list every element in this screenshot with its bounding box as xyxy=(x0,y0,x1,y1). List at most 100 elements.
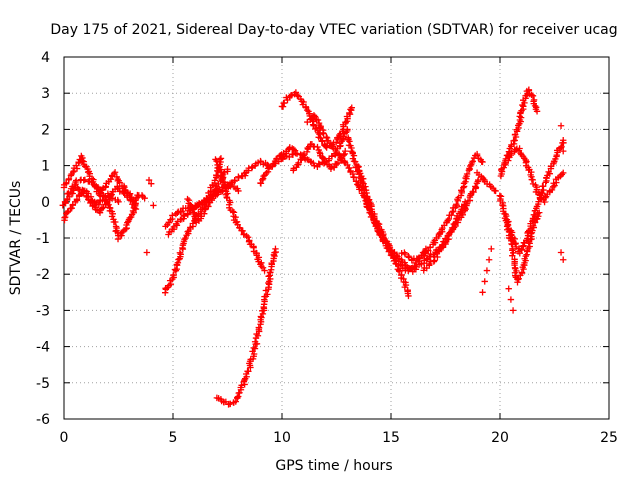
data-point xyxy=(232,398,239,405)
data-point xyxy=(341,158,348,166)
chart-title: Day 175 of 2021, Sidereal Day-to-day VTE… xyxy=(50,22,617,38)
data-point xyxy=(323,133,330,141)
data-point xyxy=(449,208,456,216)
data-point xyxy=(303,106,311,114)
data-point xyxy=(327,165,335,172)
data-point xyxy=(332,145,339,153)
data-point xyxy=(73,165,81,172)
data-point xyxy=(251,345,259,352)
data-point xyxy=(272,245,279,253)
data-point xyxy=(314,143,321,151)
x-tick-label: 5 xyxy=(169,430,178,446)
y-tick-label: -3 xyxy=(36,303,50,319)
data-point xyxy=(444,217,451,224)
data-point xyxy=(79,157,86,165)
data-point xyxy=(105,201,112,208)
data-point xyxy=(167,280,175,288)
data-point xyxy=(68,205,75,212)
data-point xyxy=(334,159,342,167)
data-point xyxy=(401,283,408,291)
data-point xyxy=(283,94,290,101)
data-point xyxy=(176,249,184,256)
data-point xyxy=(99,197,106,204)
data-point xyxy=(165,219,173,226)
data-point xyxy=(98,205,106,212)
data-point xyxy=(557,144,564,151)
data-point xyxy=(244,234,252,241)
y-tick-label: 4 xyxy=(41,50,50,66)
x-tick-label: 15 xyxy=(382,430,400,446)
data-point xyxy=(260,172,267,180)
data-point xyxy=(278,103,286,110)
data-point xyxy=(114,235,122,243)
data-point xyxy=(290,146,297,153)
data-point xyxy=(518,246,525,253)
data-point xyxy=(217,166,224,173)
data-point xyxy=(416,254,423,262)
data-point xyxy=(529,218,536,225)
data-point xyxy=(277,152,284,159)
data-point xyxy=(472,184,480,191)
data-point xyxy=(249,163,256,171)
data-point xyxy=(453,201,460,208)
data-point xyxy=(350,152,358,159)
data-point xyxy=(238,382,245,389)
data-point xyxy=(507,296,515,303)
data-point xyxy=(509,307,517,314)
data-point xyxy=(560,137,567,144)
data-point xyxy=(311,113,319,120)
data-point xyxy=(148,180,155,187)
y-tick-label: -2 xyxy=(36,267,50,283)
data-point xyxy=(311,162,318,169)
data-point xyxy=(181,236,188,243)
data-point xyxy=(469,188,476,196)
data-point xyxy=(218,173,226,180)
data-point xyxy=(515,275,522,282)
data-point xyxy=(328,153,336,160)
data-point xyxy=(548,186,556,194)
data-point xyxy=(520,103,527,110)
data-point xyxy=(557,122,565,129)
data-point xyxy=(169,212,176,219)
data-point xyxy=(264,291,271,298)
data-point xyxy=(221,184,229,191)
data-point xyxy=(519,243,527,250)
x-axis-label: GPS time / hours xyxy=(275,458,392,474)
data-point xyxy=(535,198,542,205)
data-point xyxy=(332,139,340,146)
data-point xyxy=(560,169,567,177)
data-point xyxy=(542,194,549,201)
y-tick-label: -6 xyxy=(36,412,50,428)
data-point xyxy=(427,250,434,258)
data-point xyxy=(265,273,272,280)
data-point xyxy=(143,249,151,256)
data-point xyxy=(462,205,469,213)
data-point xyxy=(492,187,499,195)
data-point xyxy=(427,244,434,251)
data-point xyxy=(374,220,382,227)
data-point xyxy=(114,184,121,192)
data-point xyxy=(330,164,338,171)
data-point xyxy=(88,196,95,204)
data-point xyxy=(95,201,103,208)
data-point xyxy=(239,227,246,235)
data-point xyxy=(450,224,458,231)
data-point xyxy=(560,256,567,263)
data-point xyxy=(184,195,191,203)
data-point xyxy=(257,179,264,187)
data-point xyxy=(518,269,526,276)
data-point xyxy=(479,158,486,166)
data-point xyxy=(319,154,327,162)
data-point xyxy=(234,394,241,401)
y-tick-label: 3 xyxy=(41,86,50,102)
data-point xyxy=(217,155,225,162)
data-point xyxy=(251,338,259,345)
data-point xyxy=(61,213,69,221)
data-point xyxy=(174,209,181,217)
data-point xyxy=(235,173,242,180)
data-point xyxy=(231,176,238,184)
data-point xyxy=(110,218,118,226)
data-point xyxy=(475,176,482,184)
data-point xyxy=(208,195,215,202)
data-point xyxy=(483,267,491,274)
